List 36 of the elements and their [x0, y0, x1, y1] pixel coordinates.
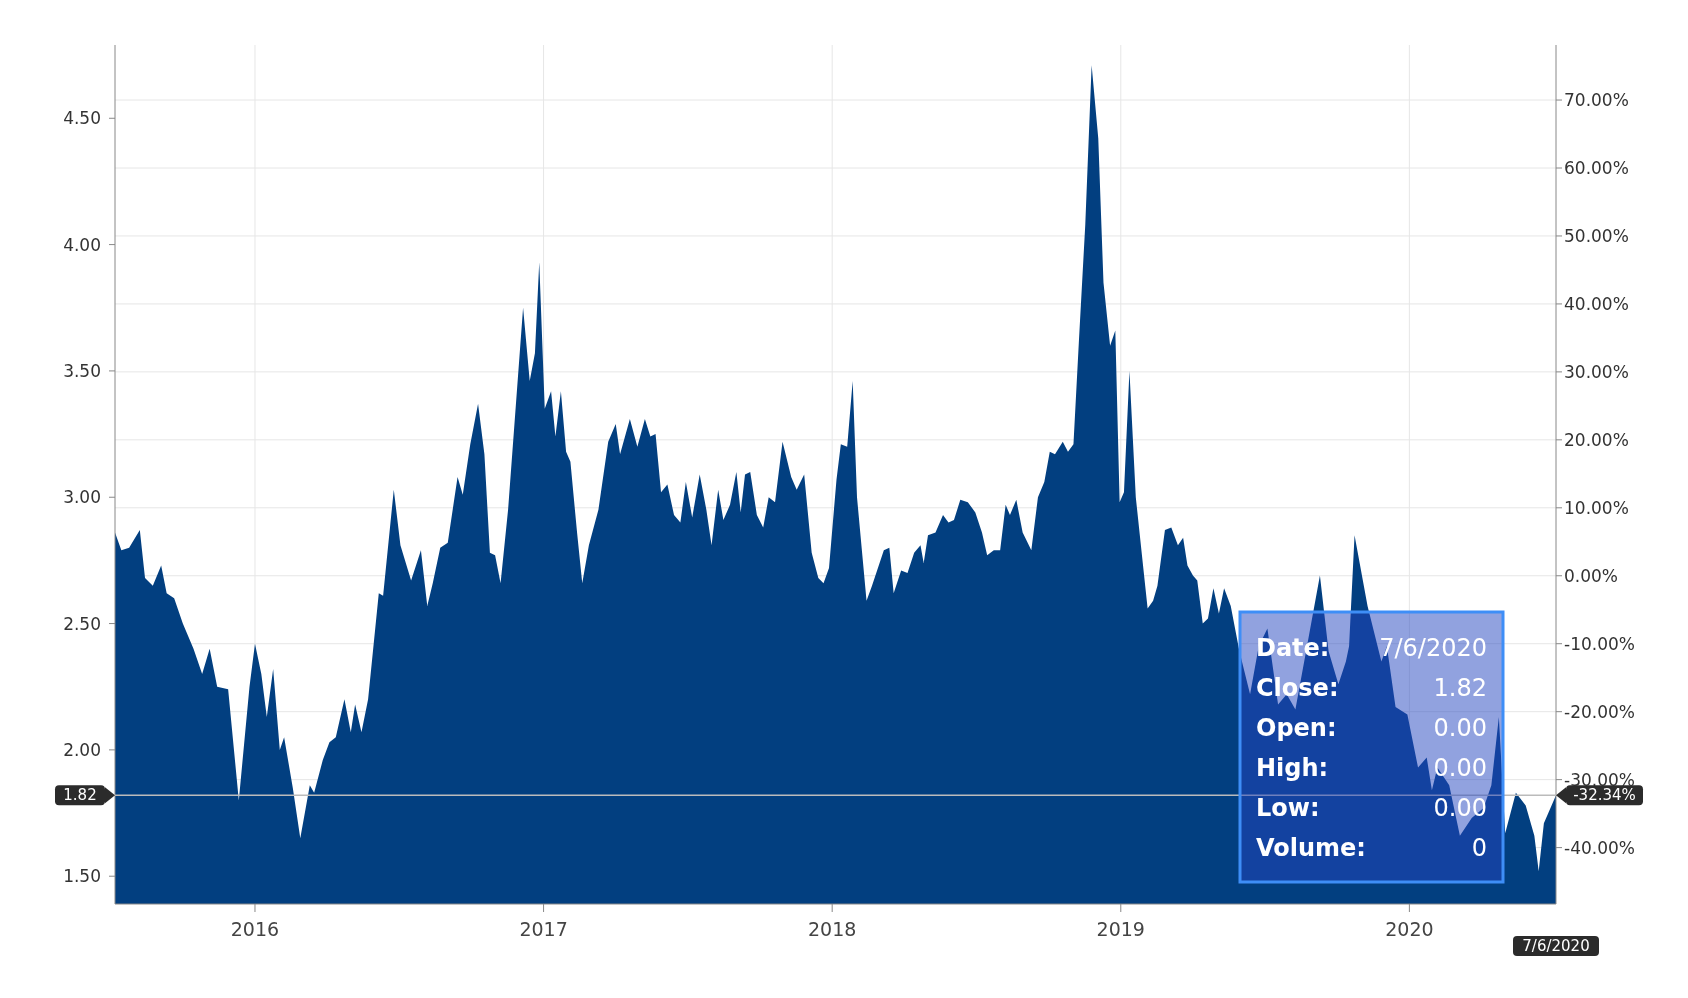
y-tick-label: 2.50: [63, 613, 101, 634]
x-tick-label: 2016: [230, 918, 280, 940]
x-tick-label: 2018: [808, 918, 857, 940]
y-tick-label: 3.00: [63, 487, 101, 508]
ref-line-label: 1.82: [63, 786, 97, 805]
annotation: Volume:: [1256, 834, 1366, 862]
y-tick-label: 2.00: [63, 739, 101, 760]
y2-tick-label: -40.00%: [1564, 837, 1635, 858]
annotation: 0: [1471, 834, 1487, 862]
y2-tick-label: -10.00%: [1564, 633, 1635, 654]
annotation: High:: [1256, 754, 1329, 782]
text: -32.34%: [1573, 786, 1636, 805]
y-tick-label: 3.50: [63, 360, 101, 381]
x-tick-label: 2020: [1385, 918, 1434, 940]
y-tick-label: 4.50: [63, 108, 101, 129]
annotation: 1.82: [1433, 674, 1487, 702]
y2-tick-label: 70.00%: [1564, 90, 1629, 111]
text: 7/6/2020: [1522, 937, 1590, 955]
y2-tick-label: 0.00%: [1564, 565, 1619, 586]
annotation: 0.00: [1433, 754, 1487, 782]
y2-tick-label: 60.00%: [1564, 158, 1629, 179]
y2-tick-label: 10.00%: [1564, 497, 1629, 518]
x-tick-label: 2019: [1096, 918, 1145, 940]
y-tick-label: 1.50: [63, 866, 101, 887]
y-tick-label: 4.00: [63, 234, 101, 255]
annotation: Open:: [1256, 714, 1337, 742]
y2-tick-label: 40.00%: [1564, 293, 1629, 314]
y2-tick-label: 30.00%: [1564, 361, 1629, 382]
annotation: 0.00: [1433, 714, 1487, 742]
y2-tick-label: 50.00%: [1564, 225, 1629, 246]
annotation: 7/6/2020: [1379, 634, 1487, 662]
annotation: Close:: [1256, 674, 1339, 702]
y2-tick-label: 20.00%: [1564, 429, 1629, 450]
x-tick-label: 2017: [519, 918, 568, 940]
y2-tick-label: -20.00%: [1564, 701, 1635, 722]
annotation: Low:: [1256, 794, 1320, 822]
